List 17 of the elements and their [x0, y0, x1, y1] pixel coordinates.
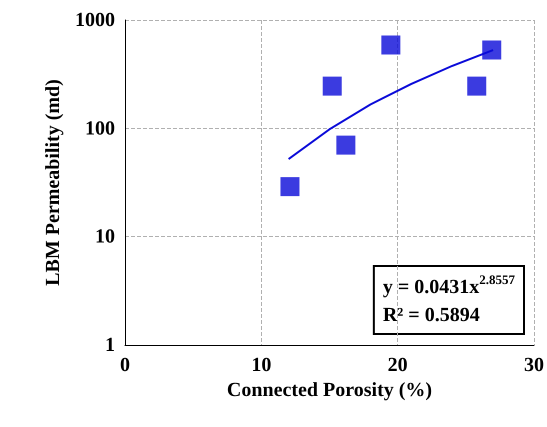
x-tick-label: 0 — [120, 354, 130, 376]
y-tick-label: 10 — [95, 226, 115, 248]
x-tick-label: 10 — [251, 354, 272, 376]
x-tick-label: 30 — [524, 354, 544, 376]
point — [467, 76, 486, 96]
y-axis-title: LBM Permeability (md) — [42, 79, 64, 286]
point — [482, 40, 502, 60]
annotation: R² = 0.5894 — [382, 304, 480, 326]
y-tick-label: 1000 — [75, 9, 115, 31]
point — [336, 136, 356, 155]
y-tick-label: 1 — [105, 334, 115, 356]
point — [322, 76, 342, 96]
x-axis-title: Connected Porosity (%) — [226, 378, 432, 401]
y-tick-label: 100 — [85, 117, 115, 140]
point — [381, 35, 400, 54]
x-tick-label: 20 — [388, 354, 408, 376]
point — [280, 177, 300, 196]
